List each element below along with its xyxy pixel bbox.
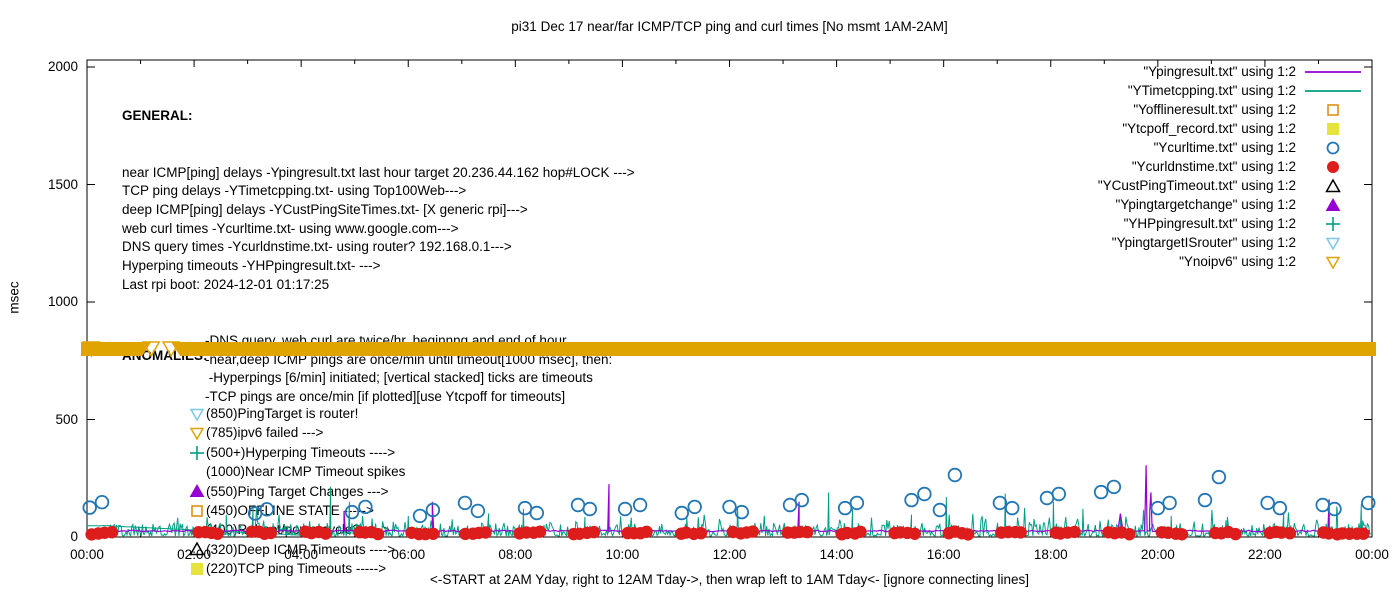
x-tick-label: 12:00 [712,547,747,562]
sq-open-icon [1327,103,1339,116]
y-tick-label: 2000 [47,59,78,74]
legend-sample [1296,140,1370,156]
sq-filled-icon [191,562,203,575]
legend: "Ypingresult.txt" using 1:2 "YTimetcpping… [910,62,1370,271]
legend-sample [1296,254,1370,270]
legend-sample [1296,197,1370,213]
legend-item: "Ytcpoff_record.txt" using 1:2 [910,119,1370,138]
legend-label: "Ycurltime.txt" using 1:2 [1153,140,1296,155]
x-tick-label: 06:00 [391,547,426,562]
legend-label: "Ypingresult.txt" using 1:2 [1143,64,1296,79]
legend-label: "Ypingtargetchange" using 1:2 [1115,197,1296,212]
x-axis-label: <-START at 2AM Yday, right to 12AM Tday-… [430,572,1029,587]
sq-filled-icon [1327,122,1339,135]
x-tick-label: 22:00 [1248,547,1282,562]
legend-item: "Ynoipv6" using 1:2 [910,252,1370,271]
x-tick-label: 16:00 [926,547,961,562]
x-tick-label: 00:00 [70,547,104,562]
x-tick-label: 04:00 [284,547,319,562]
tri-down-open-icon [1325,237,1341,251]
x-tick-label: 10:00 [605,547,640,562]
legend-item: "YpingtargetISrouter" using 1:2 [910,233,1370,252]
legend-item: "Ycurltime.txt" using 1:2 [910,138,1370,157]
legend-item: "YCustPingTimeout.txt" using 1:2 [910,176,1370,195]
anomaly-item: (220)TCP ping Timeouts -----> [189,559,405,578]
legend-item: "Ypingtargetchange" using 1:2 [910,195,1370,214]
chart-title: pi31 Dec 17 near/far ICMP/TCP ping and c… [511,19,948,34]
legend-sample [1296,177,1370,194]
tri-up-open-icon [1325,177,1341,192]
legend-sample [1296,216,1370,232]
legend-sample [1296,102,1370,118]
y-tick-label: 0 [70,529,78,544]
line-sample-icon [1305,89,1361,92]
x-tick-label: 20:00 [1140,547,1175,562]
tri-up-filled-icon [1325,197,1341,211]
legend-label: "Ytcpoff_record.txt" using 1:2 [1122,121,1296,136]
x-tick-label: 00:00 [1355,547,1389,562]
anomaly-text: (320)Deep ICMP Timeouts ----> [206,541,396,557]
anomaly-marker [189,561,206,577]
legend-label: "YpingtargetISrouter" using 1:2 [1111,235,1296,250]
legend-item: "Yofflineresult.txt" using 1:2 [910,100,1370,119]
legend-item: "Ycurldnstime.txt" using 1:2 [910,157,1370,176]
legend-label: "YHPpingresult.txt" using 1:2 [1123,216,1296,231]
circle-open-icon [1326,141,1340,154]
anomaly-text: (220)TCP ping Timeouts -----> [206,561,387,577]
legend-label: "YCustPingTimeout.txt" using 1:2 [1097,178,1296,193]
anomaly-item: (320)Deep ICMP Timeouts ----> [189,540,405,559]
legend-label: "Yofflineresult.txt" using 1:2 [1133,102,1296,117]
circle-filled-icon [1327,160,1339,173]
legend-sample [1296,235,1370,251]
legend-item: "YTimetcpping.txt" using 1:2 [910,81,1370,100]
legend-sample [1296,65,1370,79]
legend-sample [1296,159,1370,175]
plus-icon [1326,216,1340,231]
legend-label: "YTimetcpping.txt" using 1:2 [1127,83,1296,98]
tri-up-open-icon [189,541,205,556]
legend-sample [1296,84,1370,98]
y-tick-label: 1500 [47,176,78,192]
legend-label: "Ycurldnstime.txt" using 1:2 [1131,159,1296,174]
x-tick-label: 14:00 [819,547,854,562]
legend-label: "Ynoipv6" using 1:2 [1179,254,1296,269]
y-tick-label: 1000 [47,294,78,309]
y-tick-label: 500 [55,411,78,427]
legend-sample [1296,121,1370,137]
tri-down-open-icon [1325,256,1341,270]
legend-item: "Ypingresult.txt" using 1:2 [910,62,1370,81]
anomaly-marker [189,541,206,557]
legend-item: "YHPpingresult.txt" using 1:2 [910,214,1370,233]
x-tick-label: 08:00 [498,547,533,562]
line-sample-icon [1305,70,1361,73]
x-tick-label: 18:00 [1033,547,1068,562]
